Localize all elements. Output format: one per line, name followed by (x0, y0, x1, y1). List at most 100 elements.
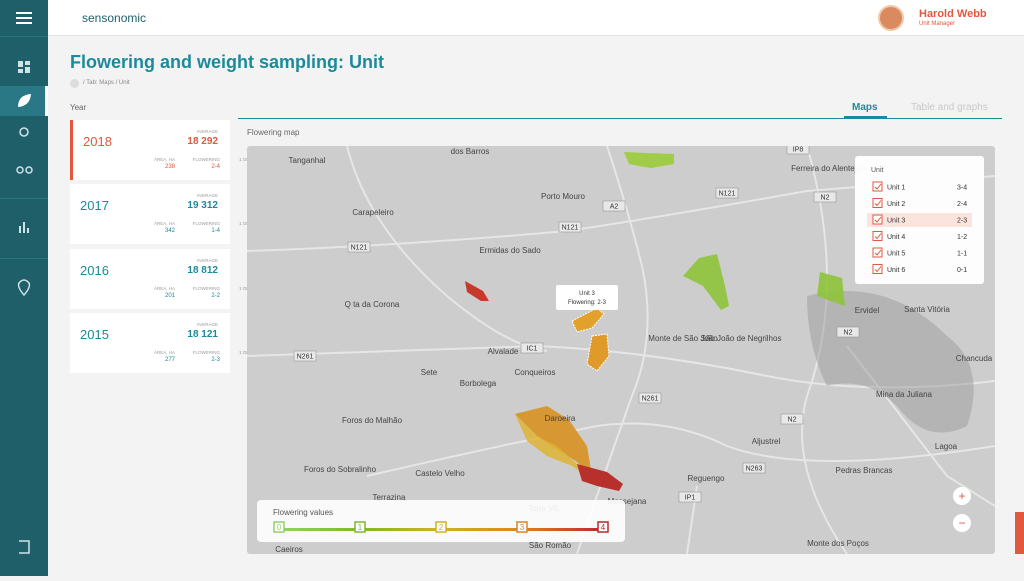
road-badge (678, 491, 702, 503)
place-label: Monte dos Poços (807, 539, 869, 548)
side-tab[interactable] (1015, 512, 1024, 554)
legend-title: Unit (871, 167, 884, 174)
check (874, 200, 882, 207)
place-label: Messejana (608, 497, 647, 506)
road-label: N261 (297, 354, 314, 361)
legend-range: 0-1 (957, 267, 967, 274)
place-label: Terrazina (373, 493, 406, 502)
average-label: AVERAGE (196, 193, 218, 198)
stat-label: FLOWERING (192, 286, 220, 291)
check (874, 183, 882, 190)
tab[interactable]: Table and graphs (911, 102, 988, 113)
road-badge (293, 350, 317, 362)
home-icon[interactable] (70, 79, 79, 88)
place-label: Tanganhal (289, 156, 326, 165)
legend-checkbox[interactable] (872, 247, 883, 258)
zoom-button[interactable] (953, 487, 971, 505)
tab[interactable]: Maps (852, 102, 878, 113)
legend-checkbox[interactable] (872, 198, 883, 208)
road-label: IP8 (793, 147, 804, 154)
year: 2015 (80, 327, 109, 342)
stat-value: 1-4 (211, 228, 220, 234)
legend-unit: Unit 1 (887, 185, 905, 192)
road-badge (786, 146, 810, 155)
legend-highlight (867, 213, 972, 227)
map[interactable]: Tanganhal dos Barros Porto Mouro Carapeleir… (247, 146, 995, 554)
place-label: Ermidas do Sado (479, 246, 541, 255)
legend-checkbox[interactable] (872, 264, 883, 274)
average: 18 121 (187, 329, 218, 340)
user-role: Unit Manager (919, 21, 956, 27)
road-badge (638, 392, 662, 404)
stat-label: FLOWERING (192, 350, 220, 355)
road-badge (836, 326, 860, 338)
road-badge (558, 221, 582, 233)
average: 18 292 (187, 136, 218, 147)
tick-box (273, 521, 285, 533)
road-label: N121 (562, 225, 579, 232)
tooltip: Unit 3 Flowering: 2-3 (556, 285, 618, 310)
legend-checkbox[interactable] (872, 214, 883, 225)
road-label: N2 (821, 195, 830, 202)
tab-indicator (844, 116, 887, 119)
place-label: Porto Mouro (541, 192, 586, 201)
tick-label: 0 (277, 523, 282, 532)
road-label: N2 (844, 330, 853, 337)
place-label: Conqueiros (515, 368, 556, 377)
tab-rule (238, 118, 1002, 119)
legend-unit: Unit 2 (887, 201, 905, 208)
tick-label: 3 (520, 523, 525, 532)
avatar[interactable] (878, 5, 904, 31)
year-card[interactable]: 2016 AVERAGE 18 812 ÁREA, HA 201 FLOWERING 2-2… (70, 249, 262, 309)
place-label: Lagoa (935, 442, 958, 451)
tick-box (516, 521, 528, 533)
flowering-legend: Flowering values 0 1 2 3 4 (257, 500, 625, 542)
legend-unit: Unit 3 (887, 218, 905, 225)
average-label: AVERAGE (196, 258, 218, 263)
road-label: N263 (746, 466, 763, 473)
average: 18 812 (187, 265, 218, 276)
stat-label: ÁREA, HA (153, 157, 175, 162)
tick-label: 2 (439, 523, 444, 532)
legend-checkbox[interactable] (872, 181, 883, 192)
average-label: AVERAGE (196, 129, 218, 134)
road-badge (602, 200, 626, 212)
road-badge (780, 413, 804, 425)
user-name[interactable]: Harold Webb (919, 8, 987, 20)
road-label: IP1 (685, 495, 696, 502)
stat-value: 2-3 (211, 357, 220, 363)
legend-unit: Unit 5 (887, 251, 905, 258)
check (874, 216, 882, 223)
stat-value: 277 (164, 357, 175, 363)
road-badge (347, 241, 371, 253)
zoom-label: − (958, 516, 965, 530)
place-label: Foros do Sobralinho (304, 465, 377, 474)
year: 2017 (80, 198, 109, 213)
place-label: Ervidel (855, 306, 880, 315)
year-card[interactable]: 2018 AVERAGE 18 292 ÁREA, HA 238 FLOWERING 2-4… (70, 120, 262, 180)
logo[interactable]: sensonomic (82, 11, 147, 25)
place-label: São João de Negrilhos (701, 334, 782, 343)
place-label: Castelo Velho (415, 469, 465, 478)
tooltip-text: Flowering: 2-3 (568, 300, 607, 306)
zoom-button[interactable] (953, 514, 971, 532)
stat-label: FLOWERING (192, 221, 220, 226)
road-badge (813, 191, 837, 203)
place-label: Mina da Juliana (876, 390, 933, 399)
year-card[interactable]: 2015 AVERAGE 18 121 ÁREA, HA 277 FLOWERING 2-3… (70, 313, 262, 373)
tick-box (435, 521, 447, 533)
road-badge (742, 462, 766, 474)
stat-label: ÁREA, HA (153, 350, 175, 355)
year-card[interactable]: 2017 AVERAGE 19 312 ÁREA, HA 342 FLOWERING 1-4… (70, 184, 262, 244)
place-label: dos Barros (451, 147, 490, 156)
stat-value: 2-4 (211, 164, 220, 170)
place-label: Reguengo (688, 474, 725, 483)
legend-title: Flowering values (273, 508, 333, 517)
stat-value: 2-2 (211, 293, 220, 299)
check (874, 233, 882, 240)
legend-range: 2-3 (957, 218, 967, 225)
legend-checkbox[interactable] (872, 231, 883, 241)
unit-polygons[interactable] (465, 152, 845, 491)
road-label: N121 (719, 191, 736, 198)
